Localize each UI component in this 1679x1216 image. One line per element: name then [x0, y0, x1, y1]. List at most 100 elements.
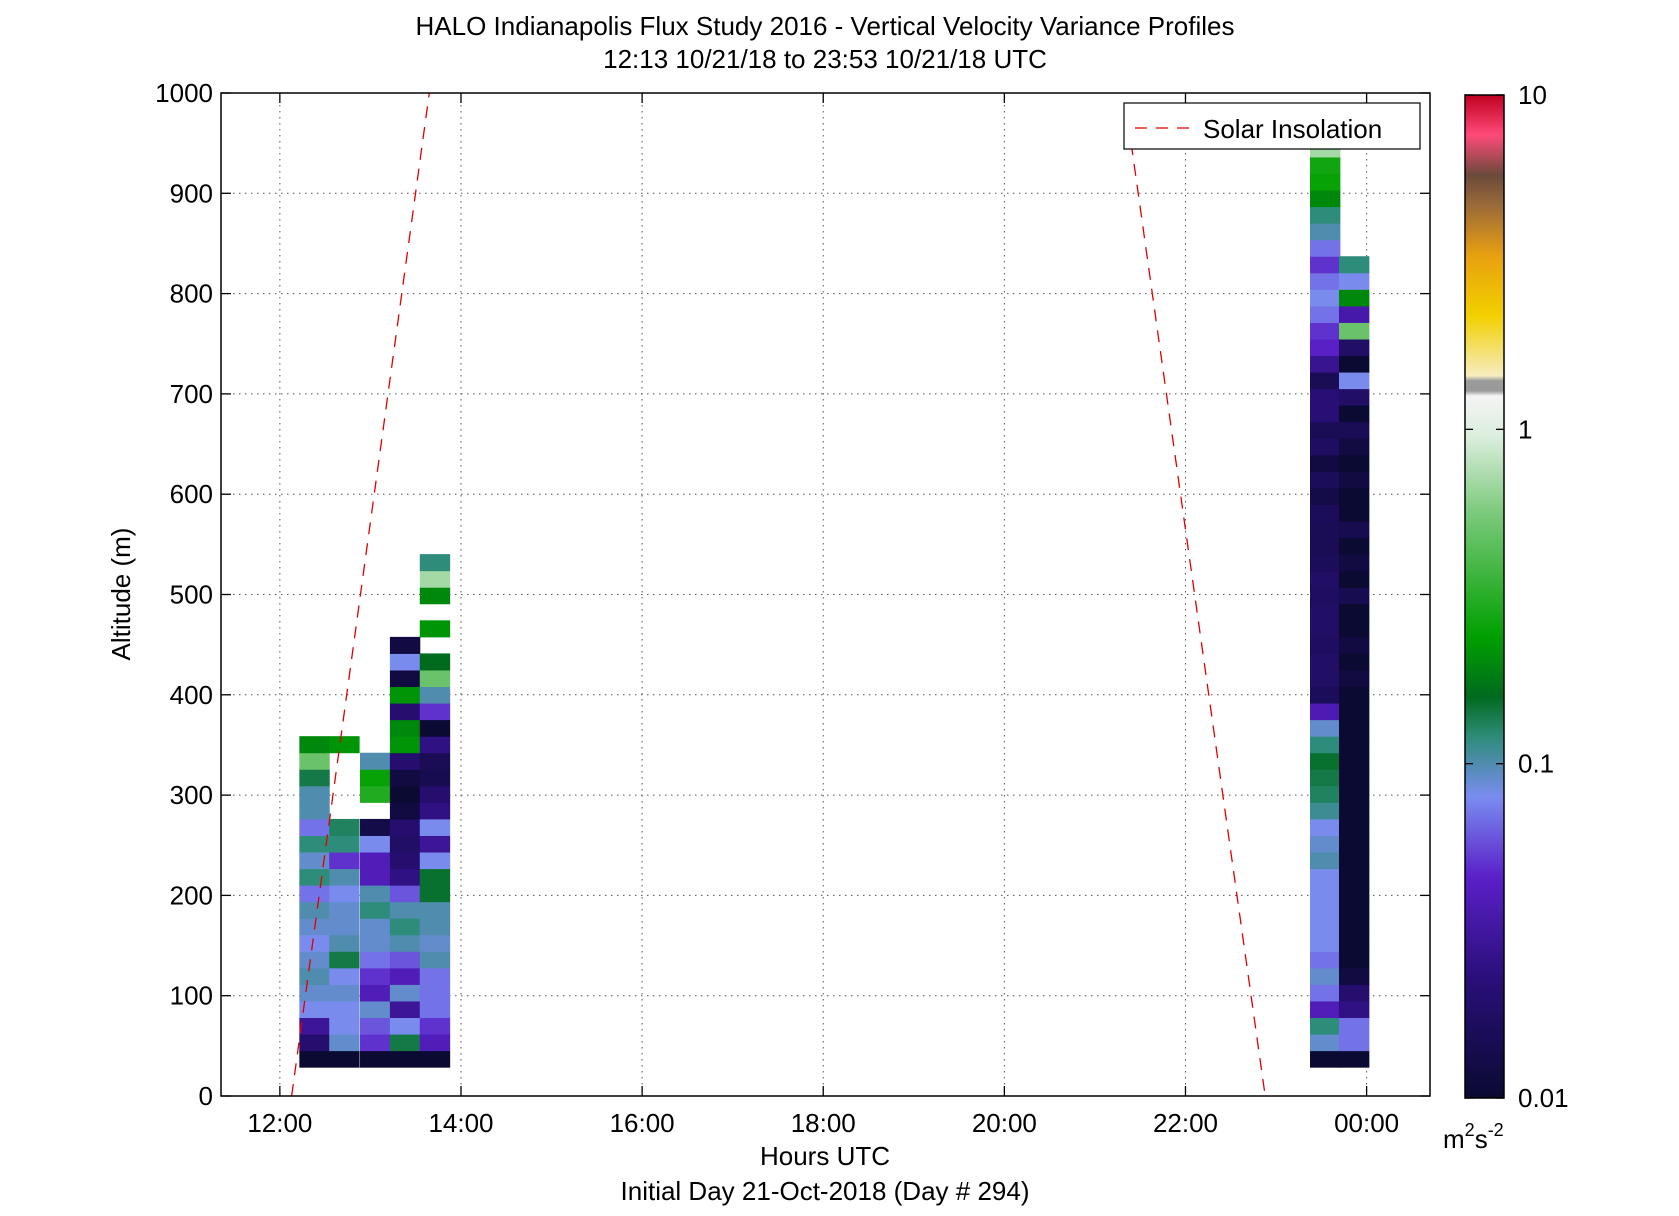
x-axis-label: Hours UTC	[760, 1141, 890, 1171]
heatmap-cell	[360, 951, 391, 969]
heatmap-cell	[419, 1000, 451, 1019]
heatmap-cell	[419, 901, 451, 919]
heatmap-cell	[1338, 984, 1370, 1002]
heatmap-cell	[329, 901, 360, 919]
heatmap-cell	[1338, 272, 1370, 290]
heatmap-cell	[1338, 603, 1370, 621]
heatmap-cell	[389, 769, 421, 787]
heatmap-cell	[299, 934, 330, 952]
heatmap-cell	[1338, 951, 1370, 969]
heatmap-cell	[1310, 206, 1341, 224]
heatmap-cell	[1338, 686, 1370, 704]
heatmap-cell	[299, 752, 330, 770]
heatmap-cell	[419, 769, 451, 787]
colorbar: 0.01 0.1 1 10 m2s-2	[1443, 80, 1569, 1154]
heatmap-cell	[1310, 901, 1341, 919]
heatmap-cell	[360, 901, 391, 919]
heatmap-cell	[360, 918, 391, 936]
heatmap-cell	[329, 967, 360, 985]
heatmap-cell	[360, 868, 391, 886]
heatmap-cell	[1338, 669, 1370, 688]
heatmap-cell	[389, 1034, 421, 1052]
heatmap-cell	[299, 852, 330, 870]
heatmap-cell	[1310, 868, 1341, 886]
heatmap-cell	[389, 868, 421, 886]
heatmap-cell	[419, 885, 451, 903]
x-axis-label-2: Initial Day 21-Oct-2018 (Day # 294)	[621, 1176, 1030, 1206]
heatmap-cell	[1310, 1034, 1341, 1052]
heatmap-cell	[1338, 388, 1370, 406]
heatmap-cell	[360, 1000, 391, 1019]
heatmap-cell	[299, 736, 330, 754]
heatmap-cell	[1310, 338, 1341, 357]
heatmap-cell	[360, 752, 391, 770]
heatmap-cell	[1310, 852, 1341, 870]
heatmap-cell	[389, 669, 421, 688]
heatmap-cell	[360, 852, 391, 870]
heatmap-cell	[1338, 438, 1370, 456]
y-tick-label: 600	[170, 479, 213, 509]
heatmap-cell	[419, 1017, 451, 1035]
heatmap-cell	[1338, 256, 1370, 274]
heatmap-cell	[1310, 388, 1341, 406]
heatmap-cell	[389, 636, 421, 654]
heatmap-cell	[1310, 620, 1341, 638]
heatmap-cell	[1338, 802, 1370, 820]
colorbar-unit-sup2: -2	[1488, 1120, 1504, 1140]
colorbar-tick-label: 1	[1518, 414, 1532, 444]
heatmap-cell	[389, 885, 421, 903]
heatmap-cell	[419, 785, 451, 803]
heatmap-cell	[299, 1017, 330, 1035]
heatmap-cell	[1310, 752, 1341, 770]
heatmap-cell	[1338, 487, 1370, 505]
heatmap-cell	[1310, 686, 1341, 704]
heatmap-cell	[329, 984, 360, 1002]
heatmap-cell	[419, 918, 451, 936]
y-axis-label: Altitude (m)	[106, 528, 136, 661]
heatmap-cell	[1338, 703, 1370, 721]
heatmap-cell	[1338, 934, 1370, 952]
heatmap-cell	[1310, 636, 1341, 654]
heatmap-cell	[419, 984, 451, 1002]
colorbar-unit-sup1: 2	[1465, 1120, 1475, 1140]
heatmap-cell	[329, 951, 360, 969]
heatmap-cell	[1338, 322, 1370, 340]
heatmap-cell	[419, 587, 451, 605]
heatmap-cell	[1338, 521, 1370, 539]
heatmap-cell	[419, 669, 451, 688]
heatmap-cell	[1310, 984, 1341, 1002]
heatmap-cell	[1338, 967, 1370, 985]
heatmap-cell	[389, 703, 421, 721]
heatmap-cell	[1310, 173, 1341, 191]
heatmap-cell	[419, 752, 451, 770]
heatmap-cell	[299, 769, 330, 787]
heatmap-cell	[1338, 835, 1370, 853]
colorbar-gradient	[1464, 94, 1505, 1099]
chart-title: HALO Indianapolis Flux Study 2016 - Vert…	[416, 11, 1235, 41]
heatmap-cell	[1310, 487, 1341, 505]
heatmap-cell	[1310, 1000, 1341, 1019]
heatmap-cell	[419, 1034, 451, 1052]
heatmap-cell	[1338, 421, 1370, 439]
colorbar-tick-label: 0.01	[1518, 1083, 1569, 1113]
heatmap-cell	[419, 934, 451, 952]
heatmap-cell	[389, 918, 421, 936]
heatmap-cell	[299, 901, 330, 919]
heatmap-cell	[1310, 322, 1341, 340]
heatmap-cell	[419, 951, 451, 969]
heatmap-cell	[360, 885, 391, 903]
legend-box	[1123, 102, 1421, 150]
heatmap-cell	[1310, 305, 1341, 323]
heatmap-cell	[1310, 372, 1341, 390]
x-axis-ticks: 12:00 14:00 16:00 18:00 20:00 22:00 00:00	[247, 93, 1399, 1138]
heatmap-cell	[1338, 620, 1370, 638]
heatmap-cell	[1338, 1017, 1370, 1035]
heatmap-cell	[1338, 868, 1370, 886]
heatmap-cell	[299, 1034, 330, 1052]
heatmap-cell	[299, 951, 330, 969]
x-tick-label: 20:00	[972, 1108, 1037, 1138]
x-tick-label: 18:00	[791, 1108, 856, 1138]
heatmap-cell	[329, 885, 360, 903]
heatmap-cell	[329, 1017, 360, 1035]
